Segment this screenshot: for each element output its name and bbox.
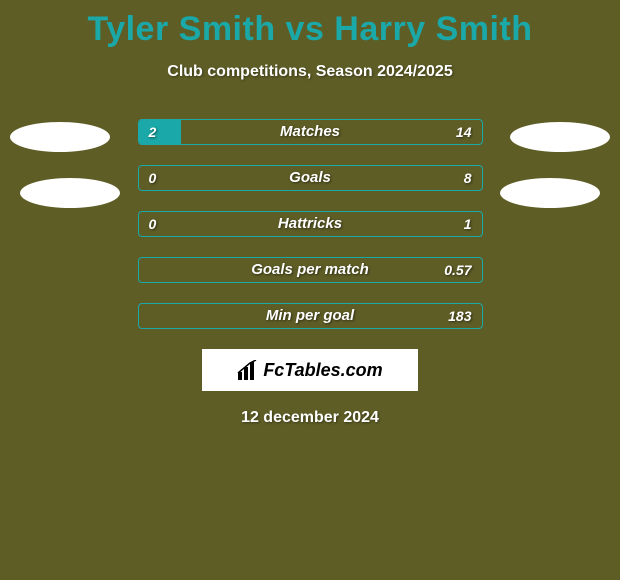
bar-label: Matches — [139, 120, 482, 144]
bar-row-matches: 2 Matches 14 — [138, 119, 483, 145]
bar-value-right: 0.57 — [444, 258, 471, 282]
comparison-bars: 2 Matches 14 0 Goals 8 0 Hattricks 1 Goa… — [138, 119, 483, 329]
brand-text: FcTables.com — [263, 360, 382, 381]
bar-chart-icon — [237, 360, 259, 380]
page-subtitle: Club competitions, Season 2024/2025 — [0, 63, 620, 81]
bar-label: Goals — [139, 166, 482, 190]
bar-label: Min per goal — [139, 304, 482, 328]
bar-value-right: 183 — [448, 304, 471, 328]
bar-label: Goals per match — [139, 258, 482, 282]
bar-row-goals-per-match: Goals per match 0.57 — [138, 257, 483, 283]
page-title: Tyler Smith vs Harry Smith — [0, 0, 620, 49]
bar-value-right: 14 — [456, 120, 472, 144]
avatar-player-left-1 — [10, 122, 110, 152]
bar-row-hattricks: 0 Hattricks 1 — [138, 211, 483, 237]
bar-row-goals: 0 Goals 8 — [138, 165, 483, 191]
brand-box[interactable]: FcTables.com — [202, 349, 418, 391]
avatar-player-right-2 — [500, 178, 600, 208]
footer-date: 12 december 2024 — [0, 409, 620, 427]
avatar-player-right-1 — [510, 122, 610, 152]
bar-label: Hattricks — [139, 212, 482, 236]
bar-value-right: 8 — [464, 166, 472, 190]
bar-row-min-per-goal: Min per goal 183 — [138, 303, 483, 329]
bar-value-right: 1 — [464, 212, 472, 236]
avatar-player-left-2 — [20, 178, 120, 208]
